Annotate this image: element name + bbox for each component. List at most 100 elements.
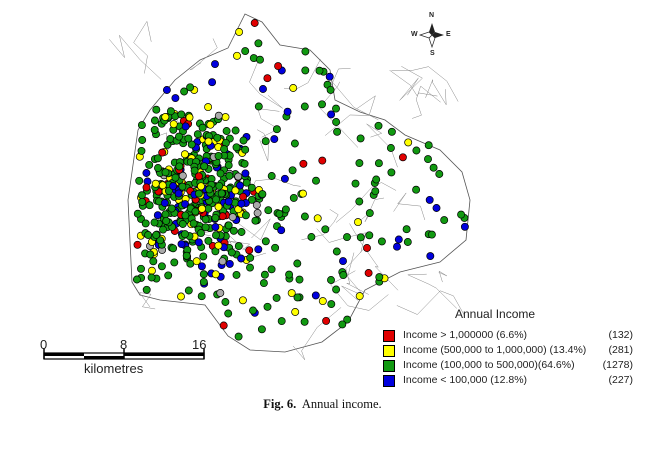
household-point: [169, 120, 178, 129]
legend-item-high: Income > 1,000000 (6.6%) (132): [383, 329, 633, 343]
household-point: [233, 51, 241, 60]
household-point: [181, 211, 190, 220]
household-point: [228, 213, 237, 222]
household-point: [403, 238, 412, 246]
household-point: [313, 214, 322, 223]
legend-item-upper-mid: Income (500,000 to 1,000,000) (13.4%) (2…: [383, 344, 633, 358]
household-point: [424, 141, 433, 150]
household-point: [287, 289, 296, 298]
household-point: [377, 237, 386, 246]
household-point: [178, 220, 187, 228]
household-point: [412, 185, 421, 194]
household-point: [194, 238, 203, 247]
household-point: [161, 210, 170, 219]
household-point: [184, 286, 193, 295]
household-point: [267, 172, 276, 180]
household-point: [355, 292, 364, 301]
household-point: [132, 275, 141, 284]
household-point: [137, 191, 146, 200]
household-point: [198, 123, 207, 132]
household-point: [322, 316, 331, 325]
household-point: [224, 309, 233, 318]
household-point: [212, 231, 220, 240]
region-boundary: [389, 69, 438, 97]
household-point: [241, 211, 250, 220]
household-point: [160, 199, 169, 207]
household-point: [133, 209, 142, 218]
household-point: [186, 83, 195, 92]
household-point: [180, 87, 189, 96]
scale-bar: [43, 348, 205, 360]
region-boundary: [324, 95, 376, 136]
household-point: [393, 242, 401, 251]
region-boundary: [345, 245, 369, 295]
household-point: [211, 60, 219, 69]
scale-tick-16: 16: [192, 337, 207, 352]
household-point: [242, 178, 251, 187]
household-point: [259, 85, 267, 93]
figure-label: Fig. 6.: [263, 397, 297, 411]
household-point: [429, 163, 438, 172]
household-point: [343, 233, 351, 242]
household-point: [225, 259, 234, 268]
household-point: [142, 169, 151, 177]
household-point: [197, 292, 206, 301]
region-boundary: [391, 66, 459, 102]
household-point: [227, 248, 236, 257]
household-point: [332, 104, 340, 113]
scale-tick-0: 0: [40, 337, 48, 352]
household-point: [301, 47, 310, 56]
region-boundary: [407, 273, 457, 309]
region-boundary: [393, 192, 426, 221]
household-point: [424, 155, 432, 164]
household-point: [193, 130, 202, 139]
household-point: [152, 230, 161, 239]
compass-rose: [418, 23, 444, 49]
household-point: [181, 122, 190, 131]
household-point: [290, 139, 299, 148]
household-point: [280, 174, 289, 183]
household-point: [162, 86, 171, 94]
household-point: [162, 216, 171, 225]
household-point: [161, 168, 170, 177]
household-point: [146, 250, 155, 259]
household-point: [225, 171, 234, 180]
household-point: [199, 277, 208, 286]
household-point: [300, 102, 309, 111]
household-point: [154, 164, 162, 172]
household-point: [372, 175, 381, 184]
household-point: [200, 162, 209, 171]
household-point: [365, 231, 374, 240]
household-point: [300, 212, 309, 221]
household-point: [201, 223, 210, 232]
region-boundary: [335, 182, 397, 223]
region-boundary: [425, 79, 447, 105]
household-point: [180, 150, 189, 159]
household-point: [150, 218, 159, 227]
household-point: [161, 113, 170, 121]
household-point: [182, 251, 191, 260]
legend-count: (281): [608, 344, 633, 356]
region-boundary: [138, 292, 156, 310]
household-point: [190, 166, 199, 175]
household-point: [312, 176, 320, 185]
household-point: [394, 235, 403, 244]
household-point: [234, 332, 243, 341]
household-point: [387, 168, 396, 177]
household-point: [149, 257, 158, 266]
legend-item-mid: Income (100,000 to 500,000)(64.6%) (1278…: [383, 359, 633, 373]
household-point: [293, 293, 302, 302]
household-point: [234, 172, 243, 181]
household-point: [229, 226, 238, 235]
household-point: [224, 197, 233, 206]
household-point: [164, 271, 173, 280]
household-point: [222, 127, 231, 135]
household-point: [169, 182, 178, 191]
household-point: [435, 170, 444, 178]
household-point: [145, 160, 154, 169]
household-point: [364, 269, 373, 277]
household-point: [238, 296, 247, 305]
legend-count: (132): [608, 329, 633, 341]
household-point: [137, 146, 146, 155]
household-point: [231, 126, 240, 135]
